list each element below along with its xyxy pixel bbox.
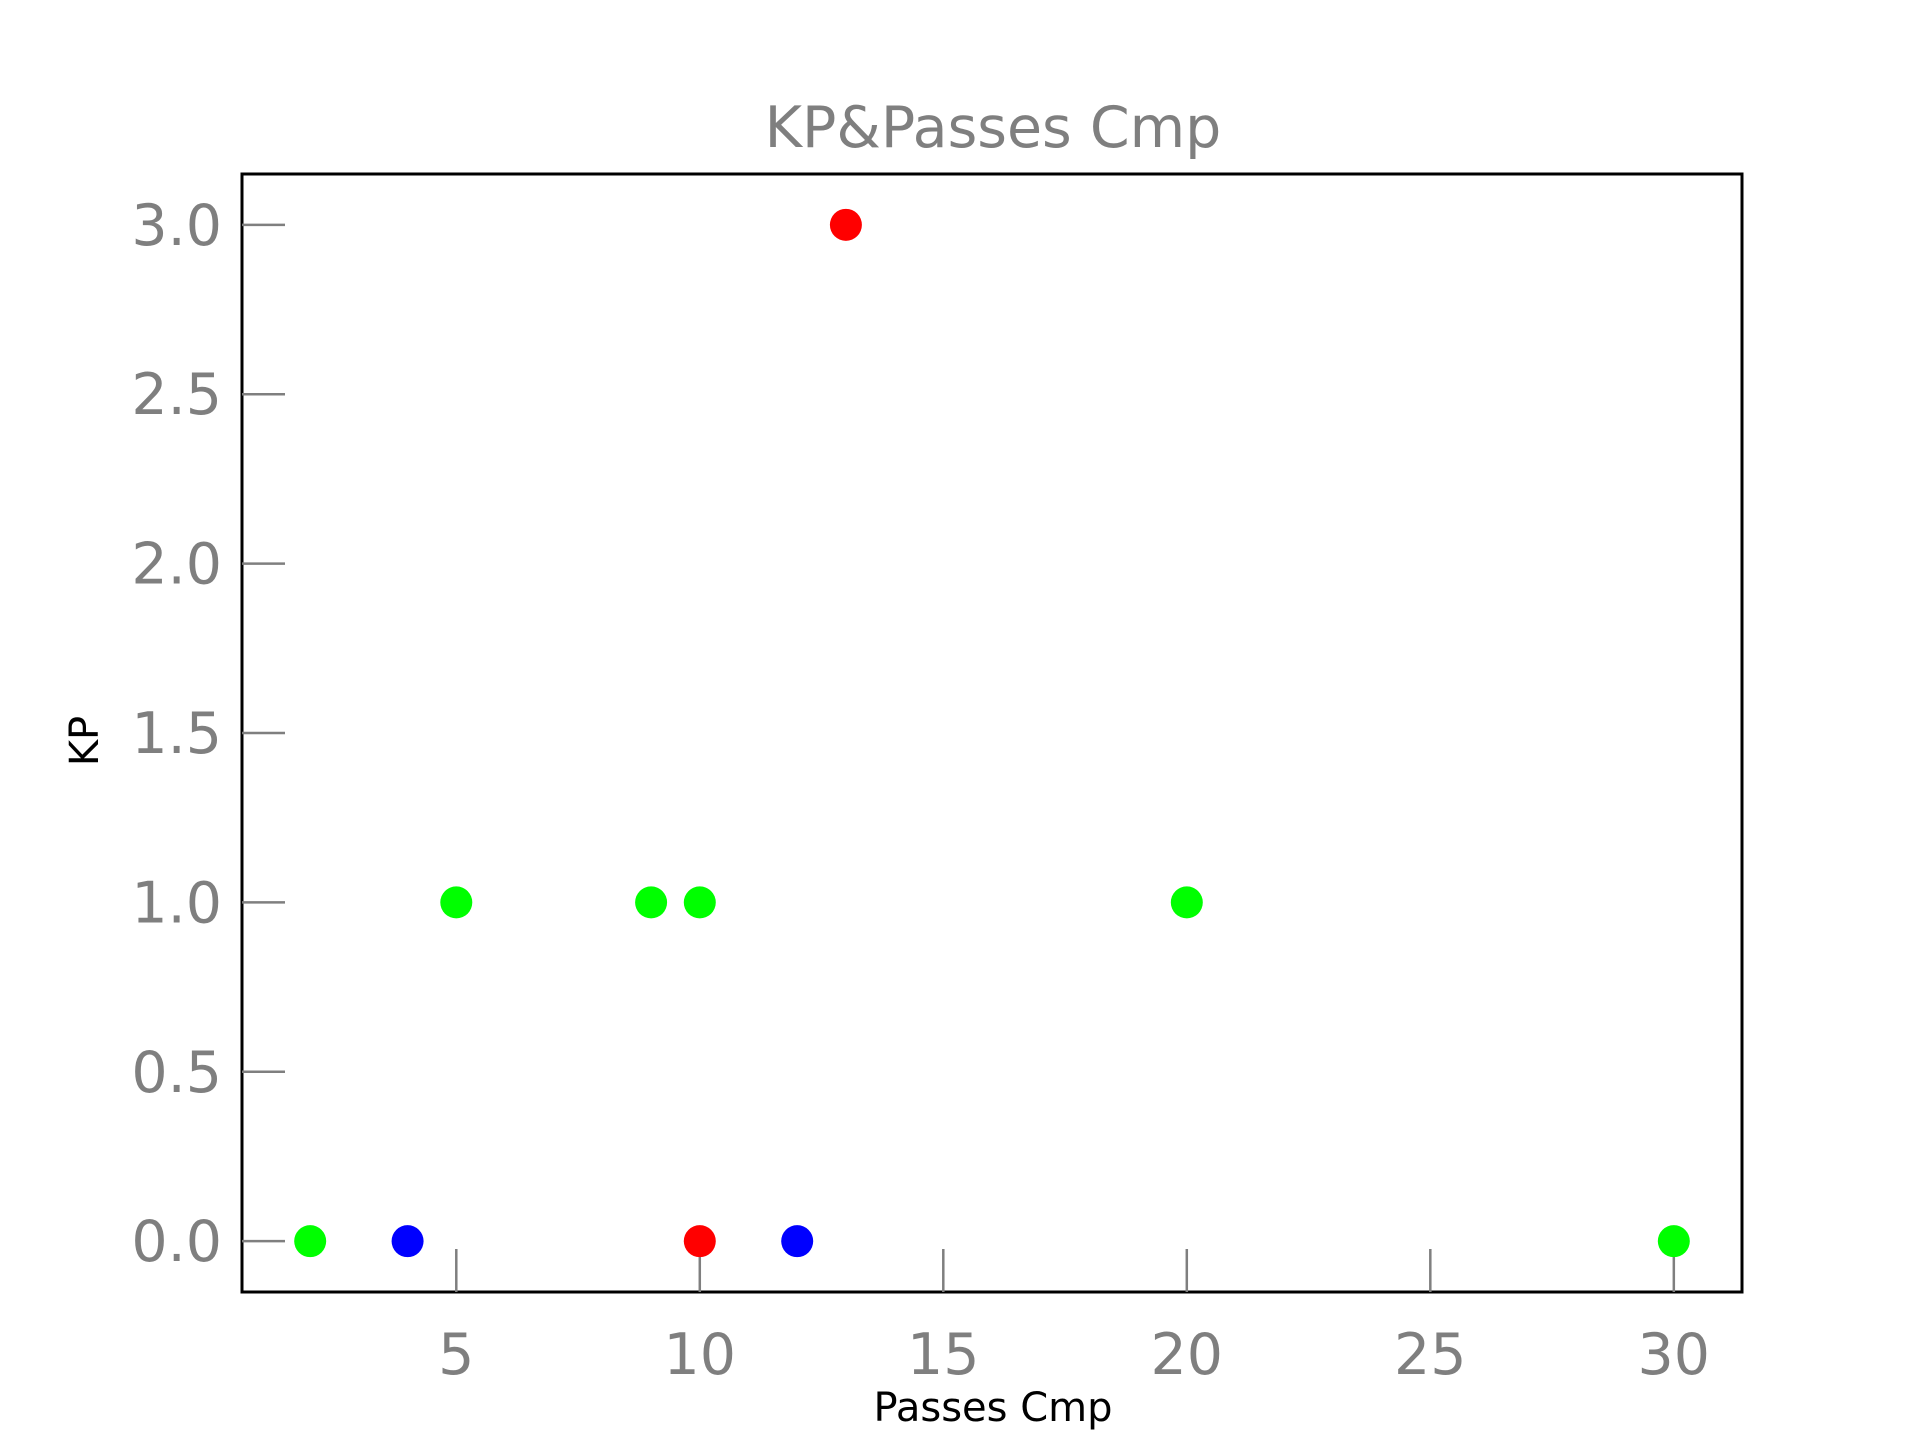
x-axis-label: Passes Cmp — [874, 1385, 1113, 1431]
scatter-point — [440, 886, 473, 919]
scatter-point — [391, 1225, 424, 1258]
y-axis-label: KP — [62, 716, 108, 766]
x-tick-label: 15 — [907, 1322, 980, 1388]
scatter-point — [829, 208, 862, 241]
x-tick-label: 20 — [1151, 1322, 1224, 1388]
plot-area: 5 10 15 20 25 30 0.0 0.5 1.0 1.5 2.0 2.5 3.0 — [131, 172, 1744, 1388]
y-tick-label: 0.5 — [131, 1040, 222, 1106]
scatter-point — [1170, 886, 1203, 919]
y-tick-label: 2.5 — [131, 362, 222, 428]
x-tick-label: 10 — [664, 1322, 737, 1388]
scatter-point — [1657, 1225, 1690, 1258]
y-tick-label: 2.0 — [131, 532, 222, 598]
scatter-point — [781, 1225, 814, 1258]
scatter-point — [683, 886, 716, 919]
scatter-point — [635, 886, 668, 919]
y-tick-label: 1.0 — [131, 870, 222, 936]
scatter-point — [294, 1225, 327, 1258]
y-tick-label: 1.5 — [131, 701, 222, 767]
x-tick-label: 5 — [438, 1322, 474, 1388]
y-tick-label: 3.0 — [131, 193, 222, 259]
y-tick-label: 0.0 — [131, 1209, 222, 1275]
plot-frame — [240, 172, 1744, 1294]
chart-title: KP&Passes Cmp — [765, 95, 1222, 161]
x-tick-label: 25 — [1394, 1322, 1467, 1388]
x-tick-label: 30 — [1638, 1322, 1711, 1388]
scatter-point — [683, 1225, 716, 1258]
